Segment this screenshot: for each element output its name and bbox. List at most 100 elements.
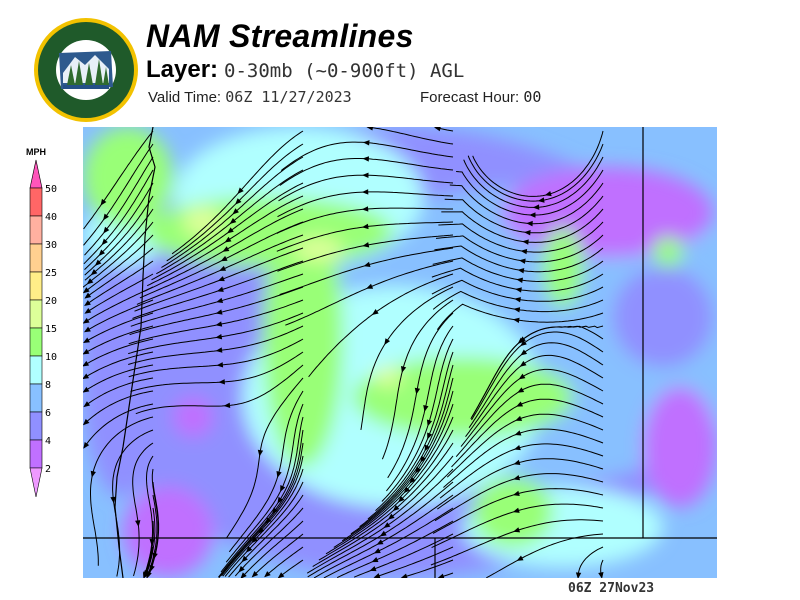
streamline-arrow bbox=[361, 223, 369, 230]
streamline-arrow bbox=[515, 415, 523, 421]
page-title: NAM Streamlines bbox=[146, 18, 414, 54]
streamline-arrow bbox=[215, 309, 223, 315]
streamline-arrow bbox=[235, 198, 242, 205]
state-borders bbox=[83, 127, 717, 578]
streamline bbox=[313, 494, 454, 578]
streamline-arrow bbox=[512, 490, 520, 496]
forecast-hour-value: 00 bbox=[523, 88, 542, 106]
streamline-arrow bbox=[516, 401, 524, 407]
streamline-arrow bbox=[84, 300, 91, 306]
streamline bbox=[221, 455, 304, 577]
streamline-arrow bbox=[398, 496, 405, 503]
wind-speed-region bbox=[373, 367, 403, 387]
colorbar-band bbox=[29, 299, 43, 329]
streamline-arrow bbox=[362, 156, 370, 162]
streamline-map bbox=[83, 127, 717, 578]
wind-speed-region bbox=[653, 237, 683, 267]
streamline-arrow bbox=[371, 309, 379, 315]
streamline-arrow bbox=[83, 337, 90, 344]
streamline bbox=[84, 377, 154, 407]
streamline-arrow bbox=[215, 321, 223, 327]
streamline-arrow bbox=[524, 230, 531, 236]
streamline-arrow bbox=[512, 507, 520, 513]
streamline-arrow bbox=[387, 513, 395, 520]
wind-speed-region bbox=[613, 267, 713, 367]
streamline bbox=[84, 208, 154, 281]
streamline-arrow bbox=[514, 297, 521, 303]
streamline-arrow bbox=[383, 522, 391, 529]
streamline-arrow bbox=[513, 527, 521, 533]
streamline-arrow bbox=[229, 217, 237, 225]
streamline-arrow bbox=[264, 571, 271, 578]
streamline-arrow bbox=[86, 278, 94, 285]
streamline bbox=[85, 247, 154, 299]
streamline-arrow bbox=[90, 470, 96, 478]
streamline bbox=[84, 260, 154, 306]
colorbar-band bbox=[29, 243, 43, 273]
wind-speed-region bbox=[353, 357, 573, 437]
streamline bbox=[148, 481, 160, 577]
streamline-arrow bbox=[83, 287, 90, 294]
colorbar-tick-label: 40 bbox=[45, 212, 57, 223]
streamline-arrow bbox=[366, 283, 374, 289]
streamline-arrow bbox=[437, 573, 445, 578]
streamline-arrow bbox=[376, 539, 384, 545]
wind-speed-region bbox=[123, 487, 213, 577]
wind-speed-region bbox=[173, 397, 213, 437]
streamline-arrow bbox=[369, 566, 377, 572]
streamline bbox=[486, 533, 604, 578]
colorbar-tick-label: 2 bbox=[45, 464, 51, 475]
streamline-arrow bbox=[216, 297, 224, 304]
streamline bbox=[83, 351, 154, 379]
streamline-arrow bbox=[392, 504, 400, 512]
colorbar-tick-label: 20 bbox=[45, 296, 57, 307]
valid-time-label: Valid Time: bbox=[148, 89, 222, 106]
streamline-arrow bbox=[224, 236, 232, 243]
colorbar-unit: MPH bbox=[26, 147, 46, 157]
colorbar-tick-label: 8 bbox=[45, 380, 51, 391]
streamline-arrow bbox=[101, 238, 108, 246]
streamline-arrow bbox=[526, 220, 533, 227]
streamline-arrow bbox=[257, 449, 264, 457]
streamline-arrow bbox=[519, 360, 527, 367]
streamline-arrow bbox=[277, 496, 284, 504]
streamline-arrow bbox=[363, 261, 371, 268]
streamline-arrow bbox=[103, 213, 109, 221]
streamline-arrow bbox=[517, 268, 525, 274]
streamline-arrow bbox=[518, 258, 526, 264]
layer-value: 0-30mb (~0-900ft) AGL bbox=[224, 60, 465, 82]
streamline-arrow bbox=[518, 373, 526, 380]
streamline-arrow bbox=[513, 444, 521, 451]
wind-speed-region bbox=[503, 167, 713, 257]
streamline-arrow bbox=[83, 360, 90, 367]
streamline-arrow bbox=[220, 255, 228, 262]
streamline-arrow bbox=[362, 242, 370, 248]
wind-speed-region bbox=[293, 237, 343, 262]
layer-label: Layer: bbox=[146, 56, 219, 83]
streamline-arrow bbox=[513, 475, 521, 481]
streamline bbox=[83, 234, 154, 293]
wind-speed-region bbox=[643, 387, 717, 507]
streamline bbox=[240, 520, 304, 578]
streamline-arrow bbox=[515, 287, 522, 293]
streamline-arrow bbox=[362, 172, 369, 178]
streamline bbox=[264, 546, 304, 577]
streamline bbox=[577, 546, 604, 578]
streamline bbox=[83, 403, 154, 449]
streamline bbox=[218, 442, 304, 578]
colorbar-band bbox=[29, 439, 43, 469]
wind-speed-region bbox=[183, 207, 223, 237]
streamline-arrow bbox=[379, 530, 387, 537]
streamline bbox=[143, 533, 154, 578]
streamline bbox=[222, 468, 304, 577]
valid-time: Valid Time: 06Z 11/27/2023 bbox=[148, 88, 352, 106]
streamline-arrow bbox=[215, 347, 223, 353]
wind-speed-colorbar: MPH 50 40 30 25 20 15 10 8 6 4 2 bbox=[26, 147, 57, 498]
streamline-arrow bbox=[409, 476, 416, 484]
streamline-arrow bbox=[361, 206, 369, 212]
streamline-arrow bbox=[373, 573, 381, 578]
colorbar-band bbox=[29, 215, 43, 245]
streamline-arrow bbox=[83, 373, 90, 379]
streamline-arrow bbox=[513, 307, 521, 313]
streamline bbox=[234, 507, 304, 577]
